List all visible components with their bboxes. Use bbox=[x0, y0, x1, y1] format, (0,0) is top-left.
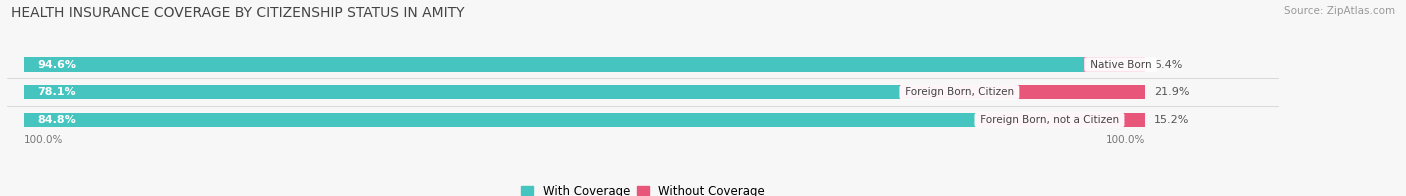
Bar bbox=[24, 85, 1144, 99]
Text: 21.9%: 21.9% bbox=[1154, 87, 1189, 97]
Text: 5.4%: 5.4% bbox=[1154, 60, 1182, 70]
Text: Foreign Born, not a Citizen: Foreign Born, not a Citizen bbox=[977, 115, 1122, 125]
Bar bbox=[24, 113, 1144, 127]
Text: 94.6%: 94.6% bbox=[38, 60, 76, 70]
Text: 84.8%: 84.8% bbox=[38, 115, 76, 125]
Bar bbox=[24, 113, 974, 127]
Legend: With Coverage, Without Coverage: With Coverage, Without Coverage bbox=[522, 185, 765, 196]
Bar bbox=[900, 85, 1144, 99]
Text: Source: ZipAtlas.com: Source: ZipAtlas.com bbox=[1284, 6, 1395, 16]
Bar bbox=[1084, 57, 1144, 72]
Text: 78.1%: 78.1% bbox=[38, 87, 76, 97]
Bar bbox=[974, 113, 1144, 127]
Bar bbox=[24, 57, 1084, 72]
Text: HEALTH INSURANCE COVERAGE BY CITIZENSHIP STATUS IN AMITY: HEALTH INSURANCE COVERAGE BY CITIZENSHIP… bbox=[11, 6, 465, 20]
Text: 100.0%: 100.0% bbox=[24, 135, 63, 145]
Text: Foreign Born, Citizen: Foreign Born, Citizen bbox=[901, 87, 1017, 97]
Text: Native Born: Native Born bbox=[1087, 60, 1154, 70]
Bar bbox=[24, 57, 1144, 72]
Text: 15.2%: 15.2% bbox=[1154, 115, 1189, 125]
Bar bbox=[24, 85, 900, 99]
Text: 100.0%: 100.0% bbox=[1105, 135, 1144, 145]
